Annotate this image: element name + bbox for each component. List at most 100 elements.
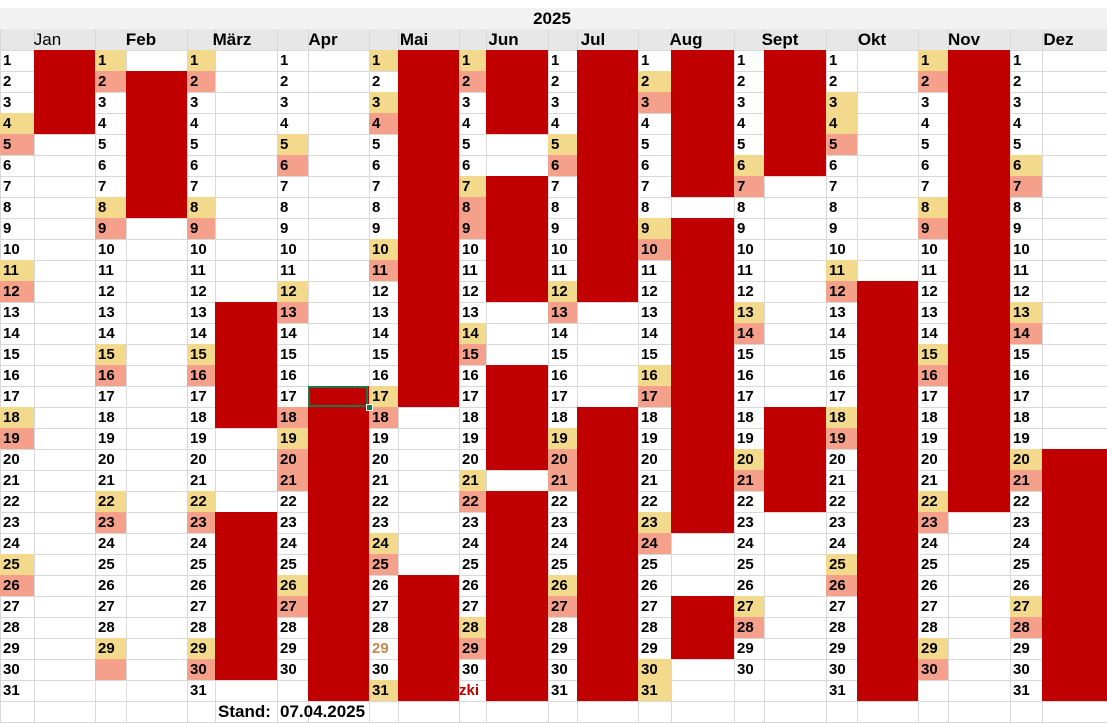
day-cell[interactable]: 19 [277,428,308,449]
day-cell[interactable]: 6 [829,157,838,174]
day-cell[interactable]: 27 [1010,596,1042,617]
day-cell[interactable]: 27 [190,598,207,615]
day-cell[interactable]: 20 [829,451,846,468]
day-cell[interactable]: 11 [98,262,114,279]
day-cell[interactable]: 2 [372,73,381,90]
day-cell[interactable]: 25 [280,556,297,573]
day-cell[interactable]: 17 [921,388,938,405]
day-cell[interactable]: 8 [551,199,560,216]
day-cell[interactable]: 25 [826,554,857,575]
day-cell[interactable]: 6 [641,157,650,174]
day-cell[interactable]: 23 [638,512,671,533]
day-cell[interactable]: 18 [826,407,857,428]
day-cell[interactable]: 29 [641,640,658,657]
day-cell[interactable]: 18 [641,409,658,426]
day-cell[interactable]: 9 [551,220,560,237]
day-cell[interactable]: 3 [638,92,671,113]
day-cell[interactable]: 2 [459,71,486,92]
day-cell[interactable]: 5 [921,136,930,153]
day-cell[interactable]: 28 [3,619,20,636]
day-cell[interactable]: 4 [369,113,398,134]
day-cell[interactable]: 25 [1013,556,1030,573]
day-cell[interactable]: 24 [280,535,297,552]
day-cell[interactable]: 25 [641,556,658,573]
day-cell[interactable]: 30 [280,661,297,678]
day-cell[interactable]: 18 [369,407,398,428]
day-cell[interactable]: 30 [638,659,671,680]
day-cell[interactable]: 22 [737,493,754,510]
day-cell[interactable]: 30 [1013,661,1030,678]
day-cell[interactable]: 1 [459,50,486,71]
day-cell[interactable]: 5 [641,136,650,153]
day-cell[interactable]: 24 [3,535,20,552]
day-cell[interactable]: 9 [280,220,289,237]
day-cell[interactable]: 21 [3,472,20,489]
day-cell[interactable]: 29 [280,640,297,657]
day-cell[interactable]: 22 [372,493,389,510]
day-cell[interactable]: 9 [829,220,838,237]
day-cell[interactable]: 6 [372,157,381,174]
day-cell[interactable]: 3 [462,94,471,111]
fill-handle[interactable] [366,404,373,411]
day-cell[interactable]: 4 [1013,115,1022,132]
day-cell[interactable]: 26 [641,577,658,594]
day-cell[interactable]: 24 [369,533,398,554]
day-cell[interactable]: 12 [921,283,938,300]
day-cell[interactable]: 27 [277,596,308,617]
day-cell[interactable]: 27 [462,598,479,615]
day-cell[interactable]: 4 [190,115,199,132]
day-cell[interactable]: 21 [1010,470,1042,491]
day-cell[interactable]: 30 [918,659,948,680]
day-cell[interactable]: 28 [641,619,658,636]
day-cell[interactable]: 26 [1013,577,1030,594]
day-cell[interactable]: 3 [98,94,107,111]
day-cell[interactable]: 25 [737,556,754,573]
day-cell[interactable]: 1 [3,52,12,69]
day-cell[interactable]: 4 [921,115,930,132]
day-cell[interactable]: 7 [734,176,764,197]
day-cell[interactable]: 24 [737,535,754,552]
day-cell[interactable]: 23 [187,512,215,533]
day-cell[interactable]: 12 [737,283,754,300]
day-cell[interactable]: 29 [829,640,846,657]
day-cell[interactable]: 24 [98,535,115,552]
day-cell[interactable]: 23 [462,514,479,531]
day-cell[interactable]: 10 [3,241,20,258]
day-cell[interactable]: 2 [551,73,560,90]
day-cell[interactable]: 6 [1010,155,1042,176]
day-cell[interactable]: 24 [1013,535,1030,552]
day-cell[interactable]: 2 [3,73,12,90]
day-cell[interactable]: 25 [98,556,115,573]
day-cell[interactable]: 3 [190,94,199,111]
day-cell[interactable]: 25 [0,554,34,575]
day-cell[interactable]: 7 [641,178,650,195]
day-cell[interactable]: 6 [3,157,12,174]
day-cell[interactable]: 13 [372,304,389,321]
day-cell[interactable]: 20 [641,451,658,468]
day-cell[interactable]: 11 [551,262,567,279]
day-cell[interactable]: 8 [829,199,838,216]
day-cell[interactable]: 29 [372,640,389,657]
day-cell[interactable]: 11 [0,260,34,281]
day-cell[interactable]: 3 [826,92,857,113]
day-cell[interactable]: 26 [737,577,754,594]
day-cell[interactable]: 10 [829,241,846,258]
day-cell[interactable]: 28 [98,619,115,636]
selected-cell-outline[interactable] [308,386,368,407]
day-cell[interactable]: 12 [190,283,207,300]
day-cell[interactable]: 31 [190,682,207,699]
day-cell[interactable]: 24 [190,535,207,552]
day-cell[interactable]: 16 [95,365,126,386]
day-cell[interactable]: 5 [0,134,34,155]
day-cell[interactable]: 17 [369,386,398,407]
day-cell[interactable]: 13 [277,302,308,323]
day-cell[interactable]: 13 [462,304,479,321]
day-cell[interactable]: 12 [0,281,34,302]
day-cell[interactable]: 7 [921,178,930,195]
day-cell[interactable]: 7 [1010,176,1042,197]
day-cell[interactable]: 6 [548,155,577,176]
day-cell[interactable]: 19 [98,430,115,447]
day-cell[interactable]: 26 [190,577,207,594]
day-cell[interactable]: 31 [369,680,398,701]
day-cell[interactable]: 29 [187,638,215,659]
